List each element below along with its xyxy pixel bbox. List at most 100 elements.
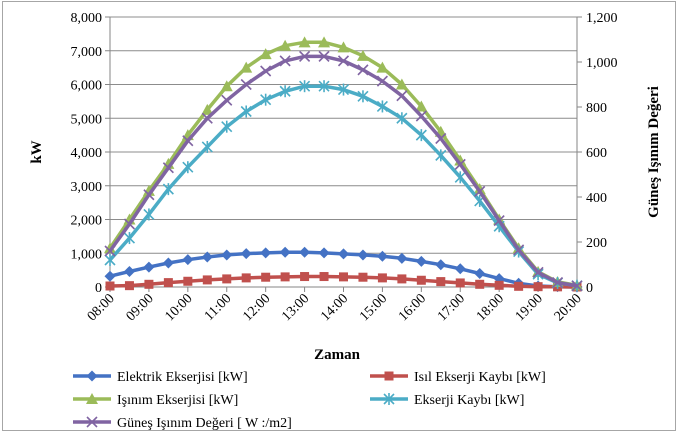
x-tick-label: 16:00	[396, 291, 429, 324]
data-point	[455, 278, 465, 288]
data-point	[240, 105, 252, 118]
x-tick-label: 12:00	[240, 291, 273, 324]
data-point	[357, 64, 369, 76]
data-point	[319, 272, 329, 282]
data-point	[201, 103, 214, 115]
data-point	[143, 208, 155, 221]
data-point	[397, 274, 407, 284]
data-point	[240, 61, 253, 73]
y-tick-label: 2,000	[71, 214, 103, 229]
y-tick-label: 0	[95, 281, 102, 296]
data-point	[396, 90, 408, 102]
data-point	[240, 78, 252, 91]
data-point	[182, 135, 194, 147]
legend-marker	[384, 371, 394, 381]
data-point	[337, 41, 350, 53]
data-point	[318, 80, 330, 93]
data-point	[221, 94, 233, 106]
y-tick-label: 7,000	[71, 45, 103, 60]
series-1	[105, 272, 582, 292]
left-y-axis-ticks: 0 1,000 2,000 3,000 4,000 5,000 6,000 7,000 8,00…	[71, 11, 103, 296]
data-point	[357, 90, 369, 103]
data-point	[279, 39, 292, 51]
y2-tick-label: 600	[586, 146, 607, 161]
data-point	[104, 270, 116, 282]
data-point	[376, 250, 388, 262]
series-4	[104, 50, 583, 292]
data-point	[123, 218, 136, 230]
data-point	[260, 247, 272, 259]
data-point	[280, 272, 290, 282]
data-point	[377, 273, 387, 283]
data-point	[337, 83, 350, 96]
data-point	[124, 281, 134, 291]
data-point	[201, 140, 213, 153]
data-point	[240, 248, 252, 260]
data-point	[514, 281, 524, 291]
data-point	[454, 158, 466, 170]
data-point	[300, 272, 310, 282]
x-tick-label: 14:00	[318, 291, 351, 324]
data-point	[551, 276, 564, 289]
data-point	[454, 263, 466, 275]
y-tick-label: 4,000	[71, 146, 103, 161]
data-point	[513, 244, 525, 256]
legend: Elektrik Ekserjisi [kW] Isıl Ekserji Kayb…	[73, 370, 546, 431]
data-point	[105, 281, 115, 291]
legend-item: Güneş Işınım Değeri [ W :/m2]	[73, 416, 292, 431]
x-axis-ticks: 08:00 09:00 10:00 11:00 12:00 13:00 14:00 15:00…	[85, 291, 585, 324]
legend-marker	[383, 393, 395, 405]
data-point	[182, 254, 194, 266]
data-point	[415, 110, 427, 122]
data-point	[376, 75, 388, 87]
x-tick-label: 11:00	[202, 291, 235, 324]
data-point	[144, 279, 154, 289]
data-point	[183, 276, 193, 286]
data-point	[182, 161, 194, 174]
data-point	[415, 100, 428, 112]
legend-item: Elektrik Ekserjisi [kW]	[73, 370, 248, 385]
y-tick-label: 5,000	[71, 112, 103, 127]
data-point	[162, 162, 174, 174]
data-point	[415, 255, 427, 267]
data-point	[201, 112, 213, 124]
legend-label: Işınım Ekserjisi [kW]	[117, 393, 238, 408]
data-point	[571, 280, 583, 292]
data-point	[474, 185, 486, 197]
y2-tick-label: 200	[586, 236, 607, 251]
data-point	[416, 275, 426, 285]
data-point	[279, 55, 291, 67]
data-point	[222, 274, 232, 284]
legend-marker	[86, 393, 98, 404]
legend-label: Ekserji Kaybı [kW]	[414, 393, 524, 408]
data-point	[395, 78, 408, 90]
y2-tick-label: 400	[586, 191, 607, 206]
x-tick-label: 19:00	[513, 291, 546, 324]
data-point	[376, 61, 389, 73]
data-point	[261, 272, 271, 282]
data-point	[376, 100, 388, 113]
x-tick-label: 08:00	[85, 291, 118, 324]
data-point	[260, 65, 272, 77]
data-point	[220, 80, 233, 92]
data-point	[143, 189, 155, 201]
legend-item: Isıl Ekserji Kaybı [kW]	[370, 370, 546, 385]
data-point	[241, 273, 251, 283]
data-point	[299, 80, 311, 93]
data-point	[493, 215, 505, 227]
data-point	[532, 266, 544, 278]
y-tick-label: 8,000	[71, 11, 103, 26]
y-tick-label: 1,000	[71, 247, 103, 262]
data-point	[202, 275, 212, 285]
x-tick-label: 15:00	[357, 291, 390, 324]
data-point	[318, 247, 330, 259]
data-point	[162, 257, 174, 269]
data-point	[104, 242, 116, 254]
legend-label: Elektrik Ekserjisi [kW]	[117, 370, 248, 385]
data-point	[396, 112, 408, 125]
data-point	[279, 246, 291, 258]
data-point	[415, 129, 427, 142]
data-point	[298, 36, 311, 48]
data-point	[357, 249, 369, 261]
